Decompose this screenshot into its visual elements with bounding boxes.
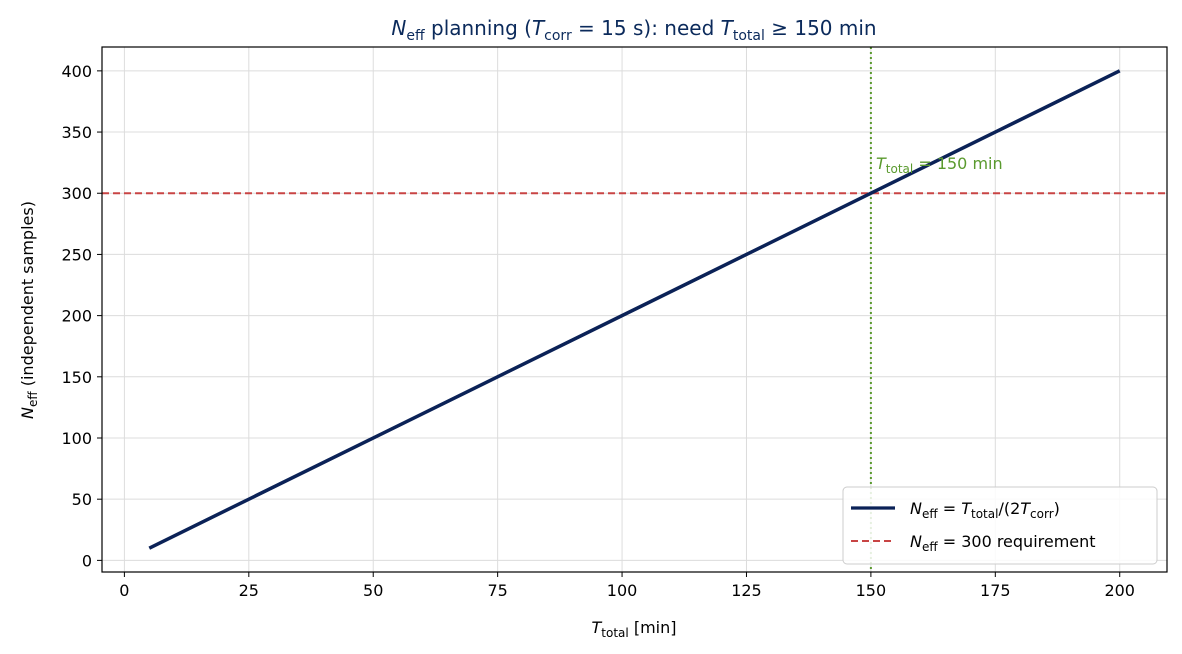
y-axis-ticks: 0 50 100 150 200 250 300 350 400 [61, 62, 102, 570]
x-tick-label: 200 [1104, 581, 1135, 600]
legend: Neff = Ttotal/(2Tcorr) Neff = 300 requir… [842, 486, 1158, 565]
vline-annotation: Ttotal = 150 min [876, 154, 1003, 176]
x-tick-label: 175 [980, 581, 1011, 600]
legend-label-requirement: Neff = 300 requirement [910, 532, 1096, 554]
legend-label-series: Neff = Ttotal/(2Tcorr) [910, 499, 1060, 521]
y-tick-label: 250 [61, 245, 92, 264]
y-tick-label: 150 [61, 368, 92, 387]
y-tick-label: 50 [72, 490, 92, 509]
y-tick-label: 100 [61, 429, 92, 448]
series-line [148, 69, 1121, 550]
x-tick-label: 125 [731, 581, 762, 600]
x-tick-label: 150 [856, 581, 887, 600]
x-tick-label: 50 [363, 581, 383, 600]
y-tick-label: 300 [61, 184, 92, 203]
x-tick-label: 100 [607, 581, 638, 600]
chart-title: Neff planning (Tcorr = 15 s): need Ttota… [391, 16, 876, 44]
x-tick-label: 25 [239, 581, 259, 600]
legend-box [842, 486, 1158, 565]
x-axis-ticks: 0 25 50 75 100 125 150 175 200 [119, 572, 1135, 600]
y-tick-label: 200 [61, 307, 92, 326]
y-axis-label: Neff (independent samples) [18, 201, 40, 419]
y-tick-label: 350 [61, 123, 92, 142]
y-tick-label: 0 [82, 551, 92, 570]
series-lines [148, 69, 1121, 550]
plot-frame [101, 46, 1168, 573]
reference-lines [102, 47, 1167, 572]
grid-lines [102, 47, 1167, 572]
x-axis-label: Ttotal [min] [592, 618, 677, 640]
x-tick-label: 75 [487, 581, 507, 600]
y-tick-label: 400 [61, 62, 92, 81]
x-tick-label: 0 [119, 581, 129, 600]
